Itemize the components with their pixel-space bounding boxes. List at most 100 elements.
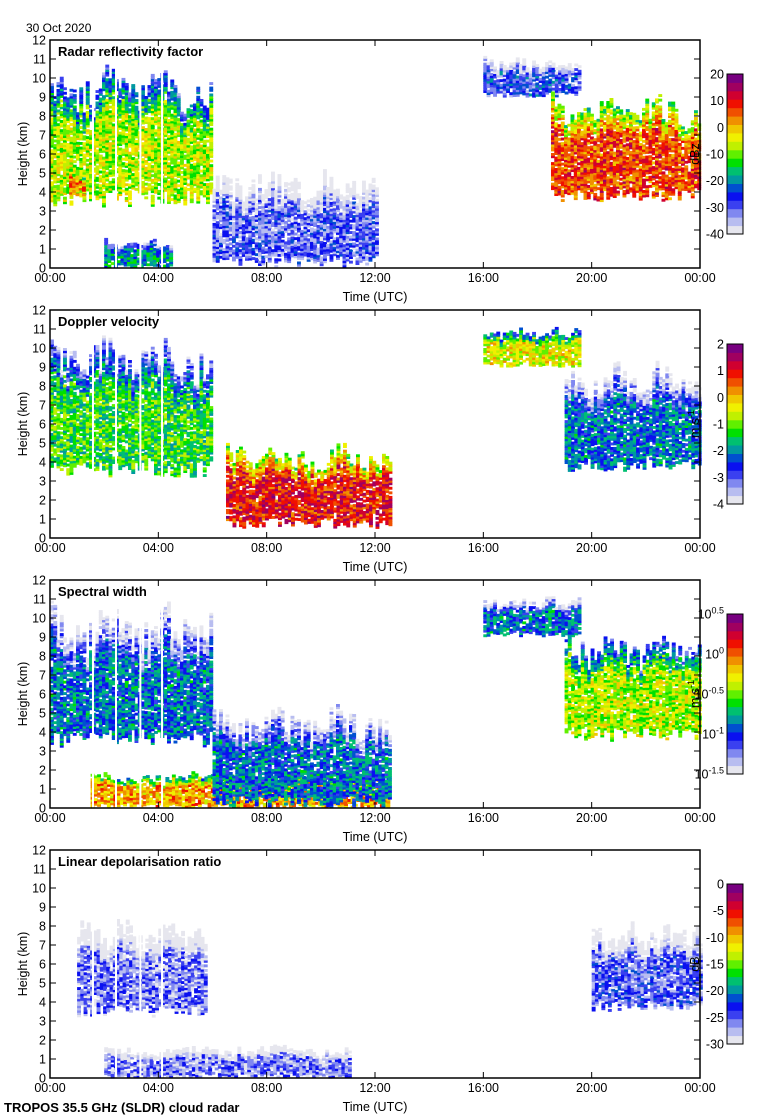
echo-cell (50, 110, 54, 114)
echo-cell (111, 166, 116, 170)
echo-cell (150, 124, 155, 127)
echo-cell (79, 132, 84, 136)
echo-cell (105, 164, 110, 168)
echo-cell (157, 78, 162, 81)
echo-cell (53, 144, 58, 147)
echo-cell (50, 199, 54, 203)
echo-cell (118, 159, 123, 162)
echo-cell (53, 123, 58, 127)
echo-cell (63, 144, 67, 148)
echo-cell (69, 116, 74, 120)
echo-cell (85, 142, 90, 146)
echo-cell (98, 140, 103, 144)
echo-cell (147, 85, 152, 88)
echo-cell (56, 161, 61, 165)
echo-cell (134, 176, 139, 180)
echo-cell (154, 90, 158, 94)
echo-cell (154, 145, 158, 149)
echo-cell (69, 159, 74, 163)
echo-cell (118, 138, 123, 142)
echo-cell (69, 95, 74, 99)
echo-cell (489, 59, 494, 63)
echo-cell (108, 96, 113, 100)
echo-cell (144, 137, 149, 140)
echo-cell (95, 135, 100, 139)
echo-cell (157, 96, 162, 100)
echo-cell (72, 187, 77, 191)
echo-cell (235, 182, 240, 186)
echo-cell (147, 142, 152, 145)
echo-cell (121, 103, 126, 106)
echo-cell (69, 193, 74, 197)
echo-cell (104, 237, 109, 241)
echo-cell (118, 179, 123, 183)
echo-cell (102, 156, 106, 160)
echo-cell (147, 171, 152, 175)
echo-cell (111, 71, 116, 74)
echo-cell (59, 131, 64, 135)
echo-cell (144, 130, 149, 134)
echo-cell (134, 128, 139, 132)
echo-cell (124, 158, 129, 162)
echo-cell (111, 137, 116, 141)
echo-cell (157, 82, 162, 86)
echo-cell (102, 161, 106, 165)
echo-cell (63, 105, 67, 109)
echo-cell (50, 153, 54, 157)
echo-cell (69, 145, 74, 149)
echo-cell (209, 93, 214, 97)
echo-cell (102, 177, 106, 181)
echo-cell (144, 155, 149, 159)
echo-cell (72, 100, 77, 104)
echo-cell (92, 174, 97, 178)
echo-cell (108, 180, 113, 184)
echo-cell (144, 173, 149, 177)
echo-cell (128, 115, 132, 119)
echo-cell (157, 151, 162, 154)
echo-cell (63, 201, 67, 205)
echo-cell (209, 82, 214, 85)
echo-cell (154, 92, 158, 96)
echo-cell (66, 163, 71, 167)
echo-cell (154, 120, 158, 123)
echo-cell (56, 118, 61, 122)
echo-cell (108, 153, 113, 157)
echo-cell (82, 162, 87, 166)
echo-cell (75, 193, 80, 197)
echo-cell (251, 179, 256, 183)
echo-cell (150, 94, 155, 98)
echo-cell (59, 174, 64, 178)
echo-cell (89, 161, 93, 165)
echo-cell (102, 136, 106, 140)
echo-cell (56, 157, 61, 161)
echo-cell (59, 129, 64, 133)
echo-cell (105, 176, 110, 180)
echo-cell (329, 176, 334, 180)
echo-cell (150, 151, 155, 155)
echo-cell (79, 153, 84, 157)
echo-cell (154, 108, 158, 112)
echo-cell (131, 118, 136, 122)
echo-cell (124, 92, 129, 95)
echo-cell (131, 163, 136, 167)
echo-cell (50, 176, 54, 180)
echo-cell (85, 174, 90, 178)
echo-cell (59, 163, 64, 167)
echo-cell (89, 134, 93, 138)
echo-cell (157, 132, 162, 136)
echo-cell (157, 126, 162, 129)
echo-cell (111, 98, 116, 102)
instrument-label: TROPOS 35.5 GHz (SLDR) cloud radar (4, 1100, 240, 1115)
echo-cell (85, 181, 90, 185)
echo-cell (53, 173, 58, 177)
echo-cell (577, 65, 582, 69)
echo-cell (92, 167, 97, 171)
echo-cell (92, 160, 97, 164)
echo-cell (63, 157, 67, 161)
echo-cell (121, 157, 126, 161)
echo-cell (131, 132, 136, 135)
echo-cell (128, 126, 132, 130)
echo-cell (157, 139, 162, 143)
echo-cell (102, 138, 106, 142)
echo-cell (50, 83, 54, 87)
